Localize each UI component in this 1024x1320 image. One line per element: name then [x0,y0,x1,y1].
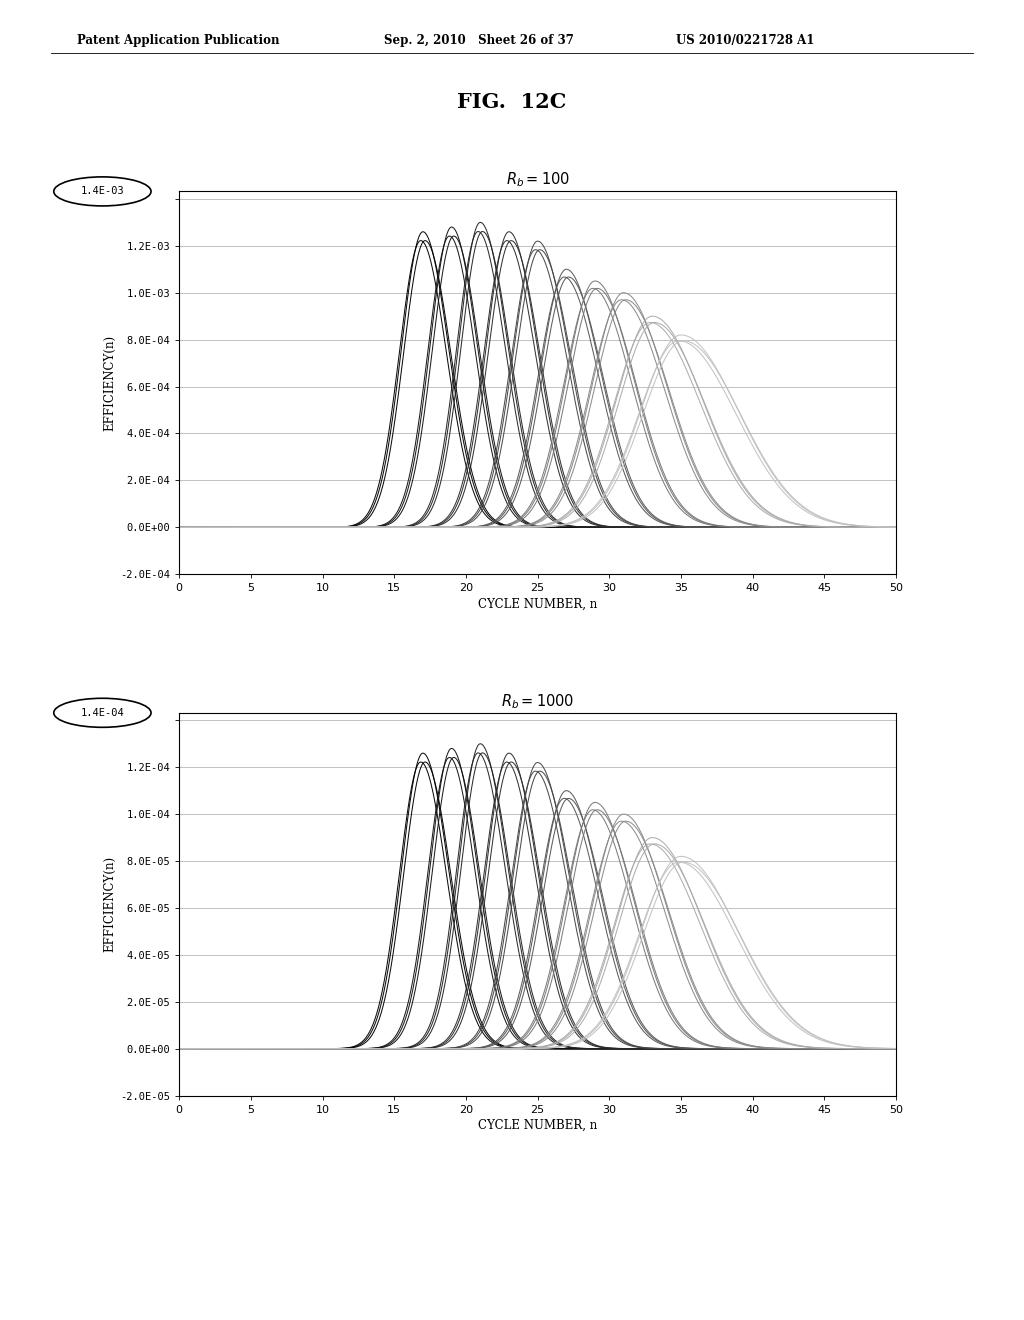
Text: FIG.  12C: FIG. 12C [458,92,566,112]
Y-axis label: EFFICIENCY(n): EFFICIENCY(n) [103,857,116,952]
Title: $R_b = 100$: $R_b = 100$ [506,170,569,189]
Text: 1.4E-04: 1.4E-04 [81,708,124,718]
Y-axis label: EFFICIENCY(n): EFFICIENCY(n) [103,335,116,430]
Text: 1.4E-03: 1.4E-03 [81,186,124,197]
Title: $R_b = 1000$: $R_b = 1000$ [501,692,574,710]
Text: Sep. 2, 2010   Sheet 26 of 37: Sep. 2, 2010 Sheet 26 of 37 [384,34,573,48]
Text: US 2010/0221728 A1: US 2010/0221728 A1 [676,34,814,48]
Text: Patent Application Publication: Patent Application Publication [77,34,280,48]
X-axis label: CYCLE NUMBER, n: CYCLE NUMBER, n [478,598,597,610]
X-axis label: CYCLE NUMBER, n: CYCLE NUMBER, n [478,1119,597,1131]
